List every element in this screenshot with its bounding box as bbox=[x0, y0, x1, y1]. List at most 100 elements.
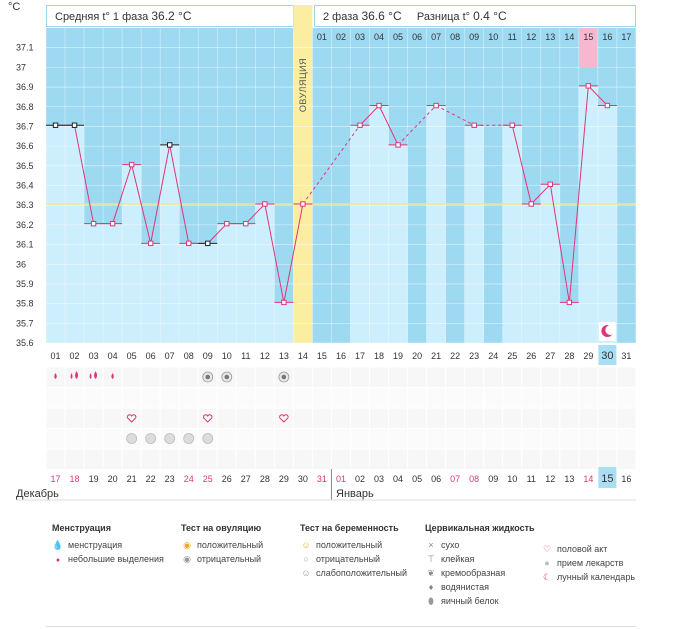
date-label: 18 bbox=[70, 474, 80, 484]
symbol-cell bbox=[483, 448, 504, 470]
legend-item: ⊤ клейкая bbox=[425, 552, 535, 566]
pill-icon bbox=[145, 433, 157, 444]
symbol-cell bbox=[330, 387, 351, 409]
legend-label: отрицательный bbox=[197, 554, 262, 564]
symbol-cell bbox=[83, 366, 104, 388]
symbol-cell bbox=[597, 428, 618, 450]
temperature-point bbox=[547, 181, 553, 188]
y-tick-label: 36.8 bbox=[16, 102, 34, 112]
day-label: 29 bbox=[583, 351, 593, 361]
symbol-cell bbox=[445, 428, 466, 450]
symbol-cell bbox=[559, 387, 580, 409]
day-label: 09 bbox=[203, 351, 213, 361]
y-tick-label: 35.9 bbox=[16, 279, 34, 289]
symbol-cell bbox=[483, 407, 504, 429]
symbol-cell bbox=[578, 387, 599, 409]
date-label: 22 bbox=[146, 474, 156, 484]
date-label: 12 bbox=[545, 474, 555, 484]
symbol-cell bbox=[445, 448, 466, 470]
date-label: 03 bbox=[374, 474, 384, 484]
symbol-cell bbox=[216, 387, 237, 409]
day-label: 24 bbox=[488, 351, 498, 361]
temperature-bar bbox=[103, 223, 123, 343]
day-label: 18 bbox=[374, 351, 384, 361]
day-label: 27 bbox=[545, 351, 555, 361]
symbol-cell bbox=[540, 448, 561, 470]
symbol-cell bbox=[502, 448, 523, 470]
temperature-point bbox=[52, 122, 59, 128]
phase2-day-label: 06 bbox=[412, 32, 422, 42]
symbol-cell bbox=[273, 387, 294, 409]
symbol-cell bbox=[102, 387, 123, 409]
date-label: 29 bbox=[279, 474, 289, 484]
temperature-point bbox=[224, 220, 230, 227]
temperature-point bbox=[109, 220, 116, 227]
temperature-line bbox=[169, 144, 190, 244]
symbol-cell bbox=[521, 387, 542, 409]
date-label: 21 bbox=[127, 474, 137, 484]
phase1-value: 36.2 °C bbox=[151, 9, 192, 23]
symbol-cell bbox=[540, 366, 561, 388]
temperature-point bbox=[243, 220, 249, 227]
y-tick-label: 35.6 bbox=[16, 338, 34, 348]
day-label: 25 bbox=[507, 351, 517, 361]
phase2-day-label: 15 bbox=[583, 32, 593, 42]
symbol-cell bbox=[235, 407, 256, 429]
legend-label: водянистая bbox=[441, 582, 490, 592]
day-label: 03 bbox=[89, 351, 99, 361]
y-tick-label: 36.9 bbox=[16, 82, 34, 92]
drop-heavy-icon bbox=[70, 373, 73, 379]
symbol-cell bbox=[407, 366, 428, 388]
ovulation-label: ОВУЛЯЦИЯ bbox=[298, 58, 308, 112]
symbol-cell bbox=[483, 387, 504, 409]
legend-label: положительный bbox=[197, 540, 264, 550]
symbol-cell bbox=[83, 407, 104, 429]
date-label: 26 bbox=[222, 474, 232, 484]
temperature-line bbox=[587, 85, 608, 106]
y-tick-label: 36 bbox=[16, 259, 26, 269]
date-label: 02 bbox=[355, 474, 365, 484]
symbol-cell bbox=[369, 387, 390, 409]
day-label: 12 bbox=[260, 351, 270, 361]
month-right: Январь bbox=[336, 488, 374, 500]
temperature-line bbox=[378, 105, 399, 146]
temperature-bar bbox=[65, 125, 85, 343]
symbol-cell bbox=[140, 387, 161, 409]
date-label: 25 bbox=[203, 474, 213, 484]
date-label: 01 bbox=[336, 474, 346, 484]
symbol-cell bbox=[121, 407, 142, 429]
symbol-cell bbox=[349, 387, 371, 409]
symbol-cell bbox=[197, 387, 218, 409]
temperature-point bbox=[281, 299, 287, 306]
date-label: 16 bbox=[621, 474, 631, 484]
day-label: 20 bbox=[412, 351, 422, 361]
drop-heavy-icon: 💧 bbox=[52, 540, 64, 550]
temperature-bar bbox=[388, 144, 408, 343]
symbol-cell bbox=[464, 387, 485, 409]
legend-label: слабоположительный bbox=[316, 568, 408, 578]
legend-item: ☺ слабоположительный bbox=[300, 566, 407, 580]
date-label: 10 bbox=[507, 474, 517, 484]
temperature-line bbox=[264, 203, 285, 303]
symbol-cell bbox=[45, 428, 66, 450]
diff-label: Разница t° bbox=[416, 11, 471, 23]
symbol-cell bbox=[597, 448, 618, 470]
symbol-cell bbox=[349, 366, 371, 388]
negative-test-icon: ◉ bbox=[183, 554, 191, 564]
legend-item: ♦ водянистая bbox=[425, 580, 535, 594]
symbol-cell bbox=[273, 428, 294, 450]
negative-test-icon-dot bbox=[281, 374, 287, 380]
day-label: 11 bbox=[241, 351, 250, 361]
symbol-cell bbox=[616, 366, 637, 388]
legend-item: ☾ лунный календарь bbox=[541, 570, 635, 584]
symbol-cell bbox=[349, 407, 371, 429]
y-tick-label: 35.8 bbox=[16, 299, 34, 309]
day-label: 15 bbox=[317, 351, 327, 361]
symbol-cell bbox=[121, 366, 142, 388]
day-label: 01 bbox=[51, 351, 61, 361]
legend-item: ● прием лекарств bbox=[541, 556, 635, 570]
symbol-cell bbox=[502, 366, 523, 388]
symbol-cell bbox=[216, 448, 237, 470]
symbol-cell bbox=[121, 387, 142, 409]
date-label: 23 bbox=[165, 474, 175, 484]
